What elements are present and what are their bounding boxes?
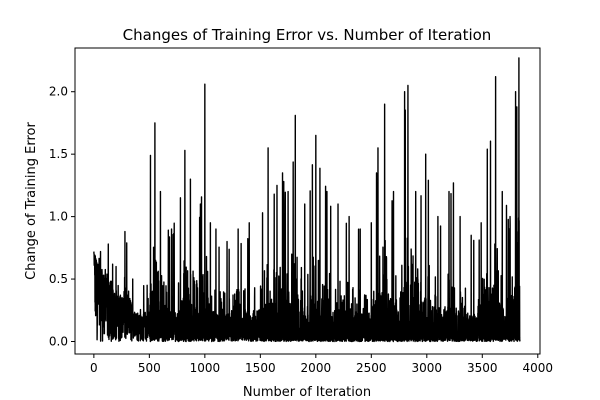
- y-axis-label: Change of Training Error: [24, 122, 39, 280]
- training-error-line: [93, 57, 521, 343]
- x-tick-label: 0: [90, 361, 98, 375]
- y-tick-label: 0.0: [49, 335, 68, 349]
- x-tick-label: 500: [138, 361, 161, 375]
- x-axis-ticks: 0 500 1000 1500 2000 2500 3000 3500 4000: [90, 354, 553, 375]
- x-tick-label: 1500: [245, 361, 276, 375]
- x-tick-label: 2000: [301, 361, 332, 375]
- chart-title: Changes of Training Error vs. Number of …: [123, 26, 492, 44]
- x-tick-label: 3000: [412, 361, 443, 375]
- x-tick-label: 4000: [523, 361, 554, 375]
- y-axis-ticks: 0.0 0.5 1.0 1.5 2.0: [49, 85, 75, 349]
- x-tick-label: 1000: [190, 361, 221, 375]
- y-tick-label: 2.0: [49, 85, 68, 99]
- x-axis-label: Number of Iteration: [243, 385, 371, 400]
- y-tick-label: 0.5: [49, 272, 68, 286]
- plot-area: [93, 57, 521, 343]
- x-tick-label: 2500: [356, 361, 387, 375]
- x-tick-label: 3500: [467, 361, 498, 375]
- y-tick-label: 1.5: [49, 147, 68, 161]
- axes-frame: [74, 47, 541, 355]
- y-tick-label: 1.0: [49, 210, 68, 224]
